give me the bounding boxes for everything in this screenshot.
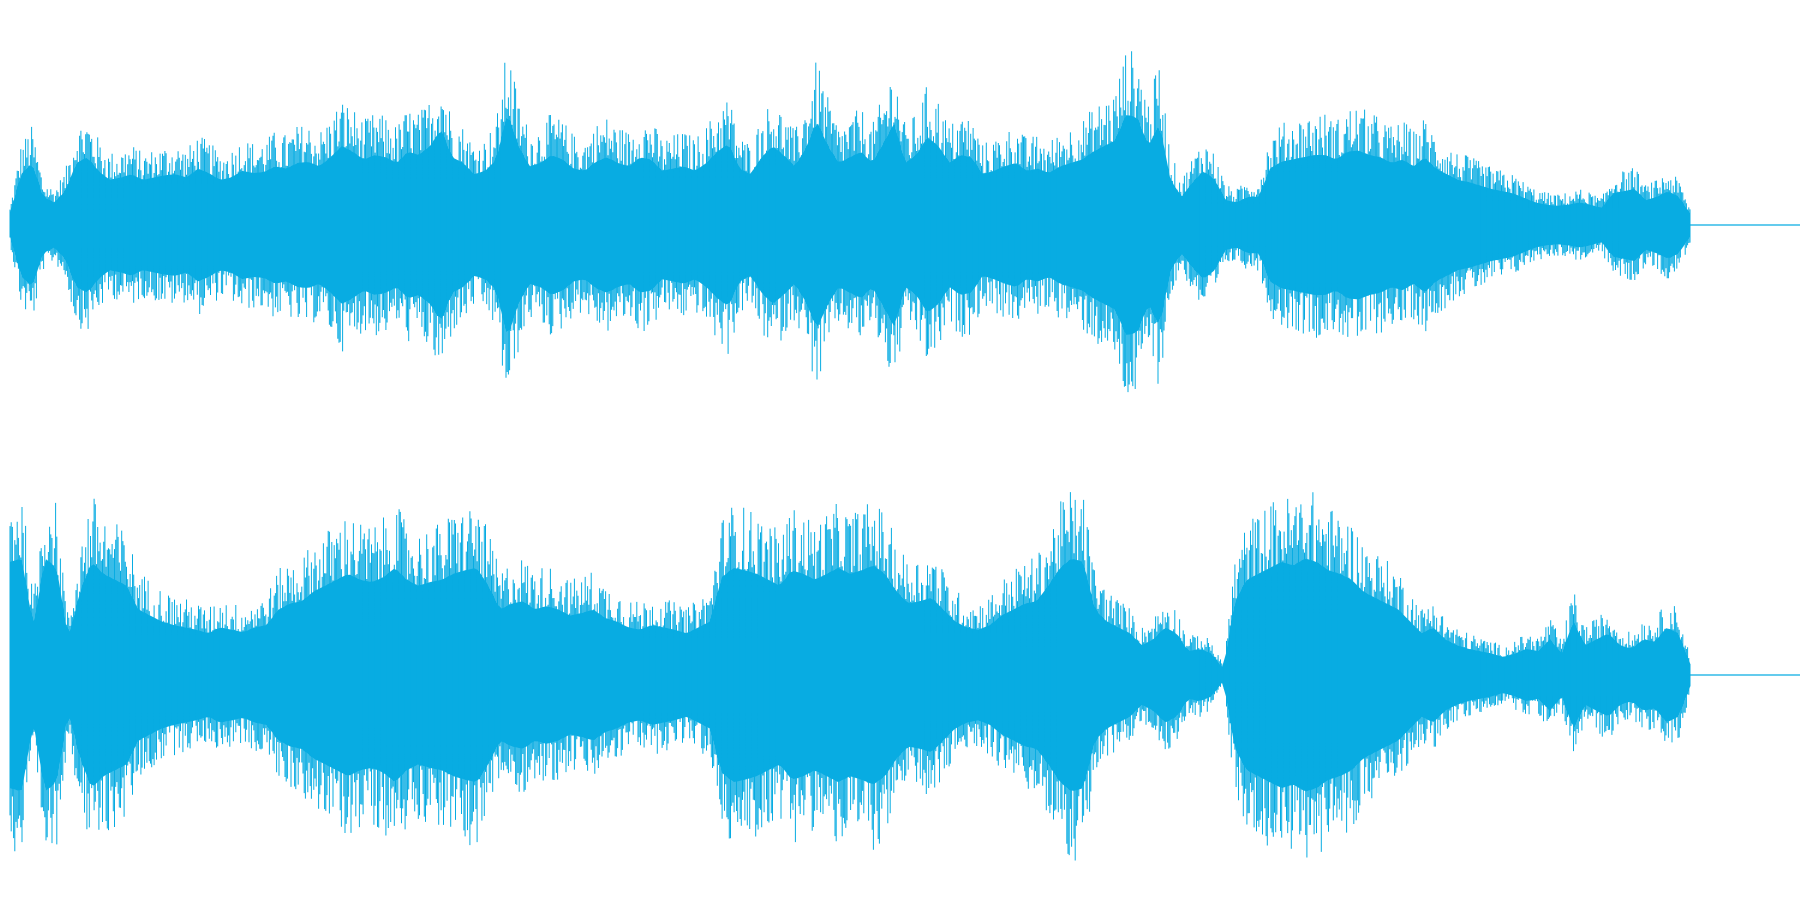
waveform-peaks: [9, 492, 1691, 861]
waveform-channel-1: [9, 51, 1800, 393]
waveform-peaks: [9, 51, 1691, 393]
waveform-channel-2: [9, 492, 1800, 861]
